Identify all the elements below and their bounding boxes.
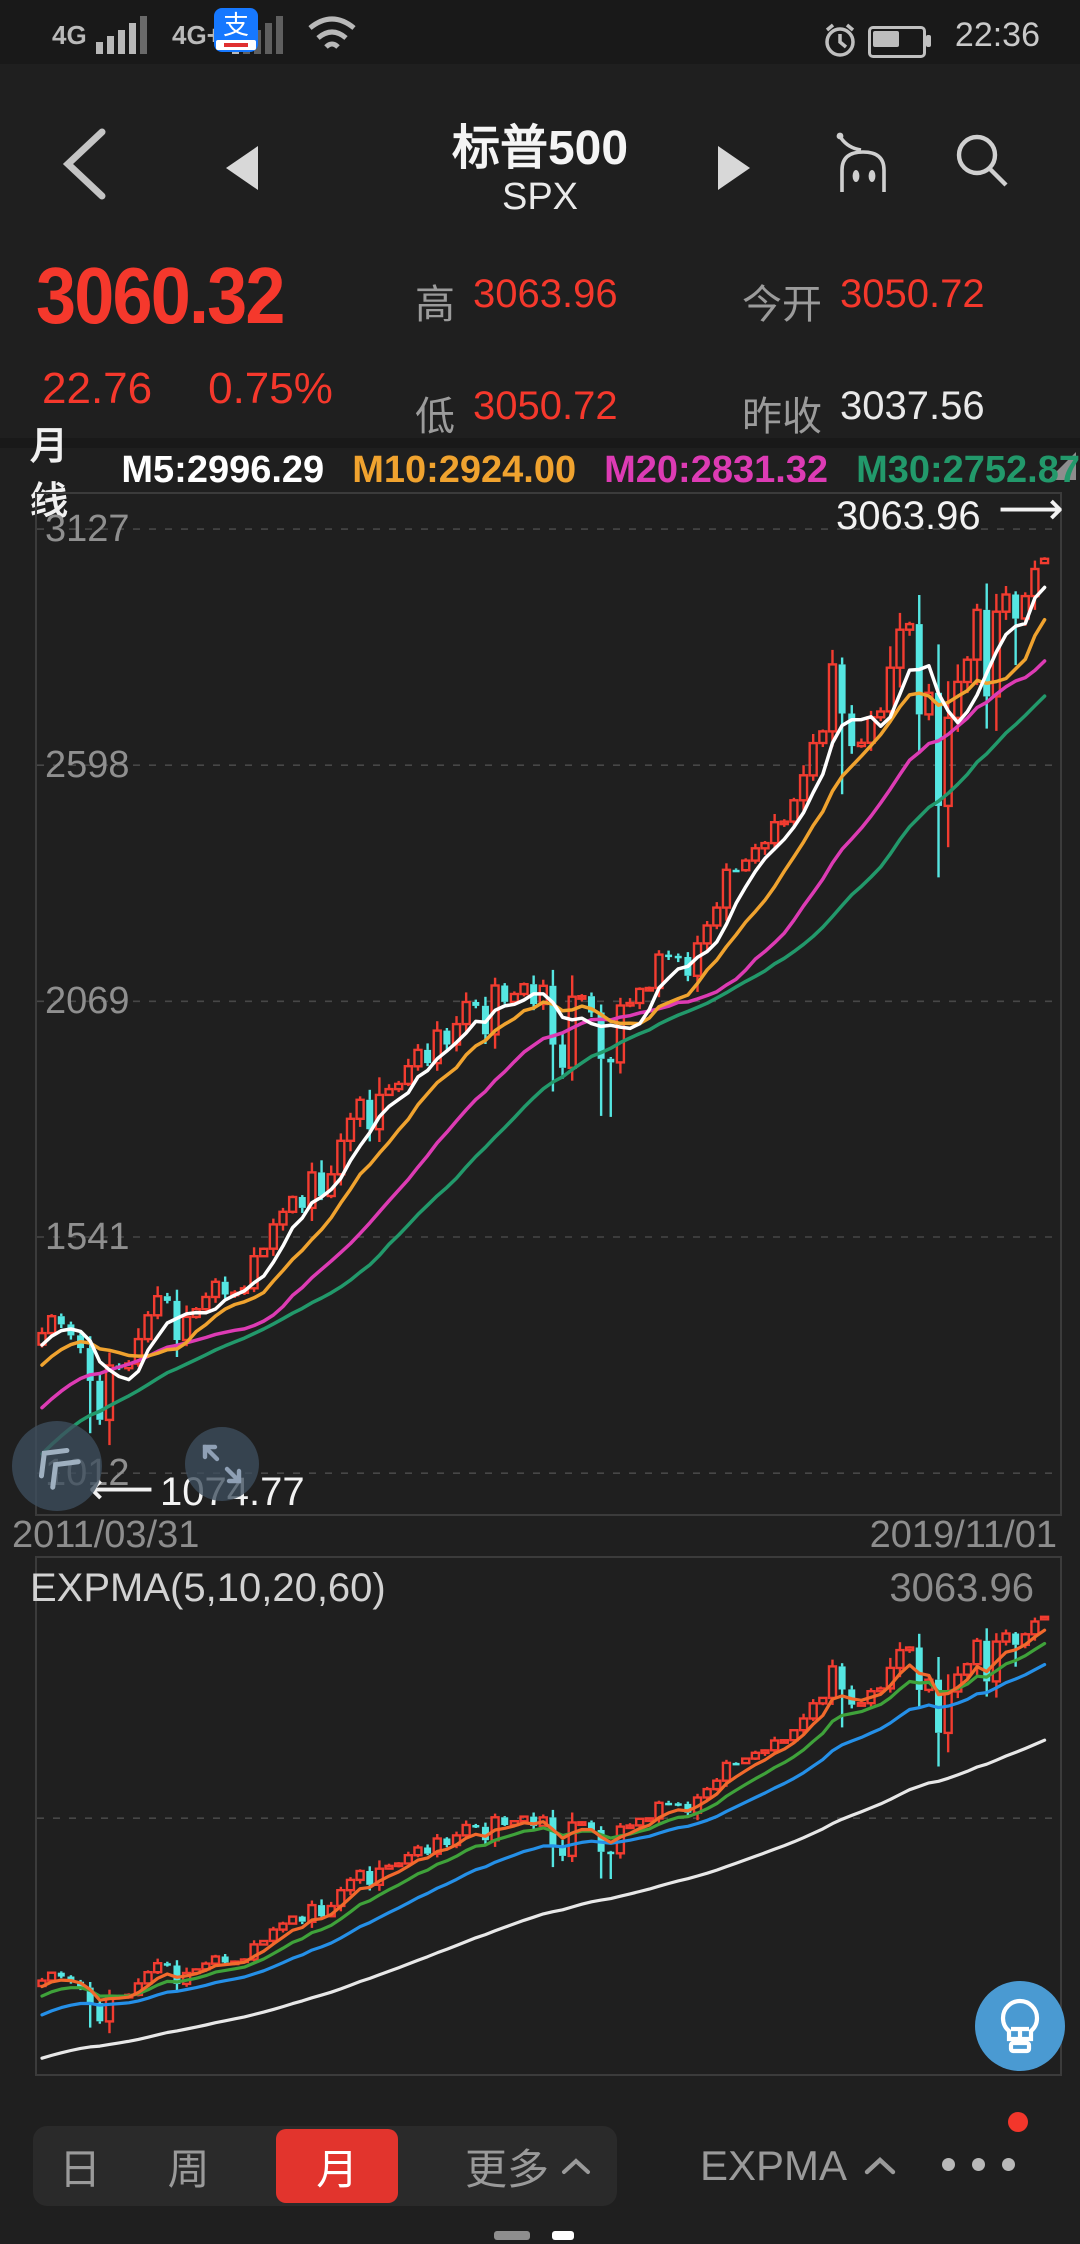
low-value: 3050.72 (473, 384, 618, 428)
indicator-name: EXPMA (700, 2142, 848, 2189)
y-axis-tick: 1541 (45, 1216, 130, 1259)
period-tab-week[interactable]: 周 (167, 2145, 210, 2193)
high-annotation: 3063.96 (836, 494, 981, 538)
alipay-icon: 支 (214, 8, 258, 52)
open-label: 今开 (742, 283, 822, 327)
open-value: 3050.72 (840, 272, 985, 316)
open-field: 今开 3050.72 (742, 272, 985, 330)
period-tab-month-active[interactable]: 月 (276, 2129, 399, 2203)
wifi-icon (306, 12, 358, 56)
low-field: 低 3050.72 (415, 384, 618, 442)
more-menu-button[interactable] (942, 2158, 1015, 2171)
period-toolbar: 日 周 月 更多 (33, 2126, 617, 2206)
expma-indicator-chart[interactable] (35, 1556, 1058, 2072)
expand-quote-corner-icon[interactable] (1048, 452, 1076, 480)
ma-legend-item: M30:2752.87 (856, 448, 1080, 491)
prev-close-value: 3037.56 (840, 384, 985, 428)
price-change-row: 22.76 0.75% (42, 364, 333, 414)
y-axis-tick: 2598 (45, 744, 130, 787)
search-icon[interactable] (950, 128, 1012, 190)
main-chart-frame (35, 492, 1062, 1516)
zoom-out-button[interactable] (12, 1421, 102, 1511)
alarm-icon (822, 22, 858, 58)
price-change: 22.76 (42, 364, 153, 413)
indicator-chart-frame (35, 1556, 1062, 2076)
price-change-percent: 0.75% (208, 364, 333, 413)
back-icon[interactable] (56, 126, 110, 202)
period-tab-day[interactable]: 日 (59, 2145, 102, 2193)
indicator-selector[interactable]: EXPMA (700, 2126, 897, 2206)
x-axis-end-date: 2019/11/01 (869, 1514, 1057, 1556)
last-price: 3060.32 (36, 251, 285, 340)
nav-hint-dash (552, 2231, 574, 2240)
expand-chart-button[interactable] (185, 1427, 259, 1501)
symbol-code: SPX (501, 176, 579, 218)
clock-time: 22:36 (954, 16, 1040, 54)
header-bar: 标普500 SPX (0, 64, 1080, 250)
high-annotation-arrow-icon: ⟶ (998, 482, 1064, 534)
network-type-2-label: 4G+ (172, 20, 222, 50)
next-symbol-icon[interactable] (718, 146, 750, 190)
low-label: 低 (415, 395, 455, 439)
chevron-up-icon (561, 2158, 590, 2174)
chevron-up-icon (864, 2157, 896, 2175)
y-axis-tick: 3127 (45, 508, 130, 551)
lightbulb-tips-button[interactable] (975, 1981, 1065, 2071)
prev-symbol-icon[interactable] (226, 146, 258, 190)
y-axis-tick: 2069 (45, 980, 130, 1023)
section-divider (0, 438, 1080, 448)
high-label: 高 (415, 283, 455, 327)
signal-bars-icon (96, 14, 156, 54)
ma-legend-item: M10:2924.00 (352, 448, 577, 491)
high-field: 高 3063.96 (415, 272, 618, 330)
prev-close-field: 昨收 3037.56 (742, 384, 985, 442)
period-tab-more[interactable]: 更多 (465, 2136, 591, 2197)
expma-params-label: EXPMA(5,10,20,60) (30, 1566, 386, 1610)
status-bar: 4G 4G+ 支 22:36 (0, 0, 1080, 64)
expma-current-value: 3063.96 (889, 1566, 1034, 1610)
nav-hint-dash (494, 2231, 530, 2240)
notification-dot (1008, 2112, 1028, 2132)
page-title: 标普500 (451, 122, 629, 175)
high-value: 3063.96 (473, 272, 618, 316)
main-candlestick-chart[interactable] (35, 492, 1058, 1512)
ma-legend-item: M20:2831.32 (604, 448, 829, 491)
ma-legend: 月线 M5:2996.29 M10:2924.00 M20:2831.32 M30:2… (30, 426, 1080, 523)
network-type-label: 4G (52, 20, 87, 50)
prev-close-label: 昨收 (742, 395, 822, 439)
battery-icon (868, 26, 931, 58)
ma-legend-item: M5:2996.29 (121, 448, 325, 491)
robot-assistant-icon[interactable] (828, 126, 898, 196)
x-axis-start-date: 2011/03/31 (12, 1514, 200, 1556)
